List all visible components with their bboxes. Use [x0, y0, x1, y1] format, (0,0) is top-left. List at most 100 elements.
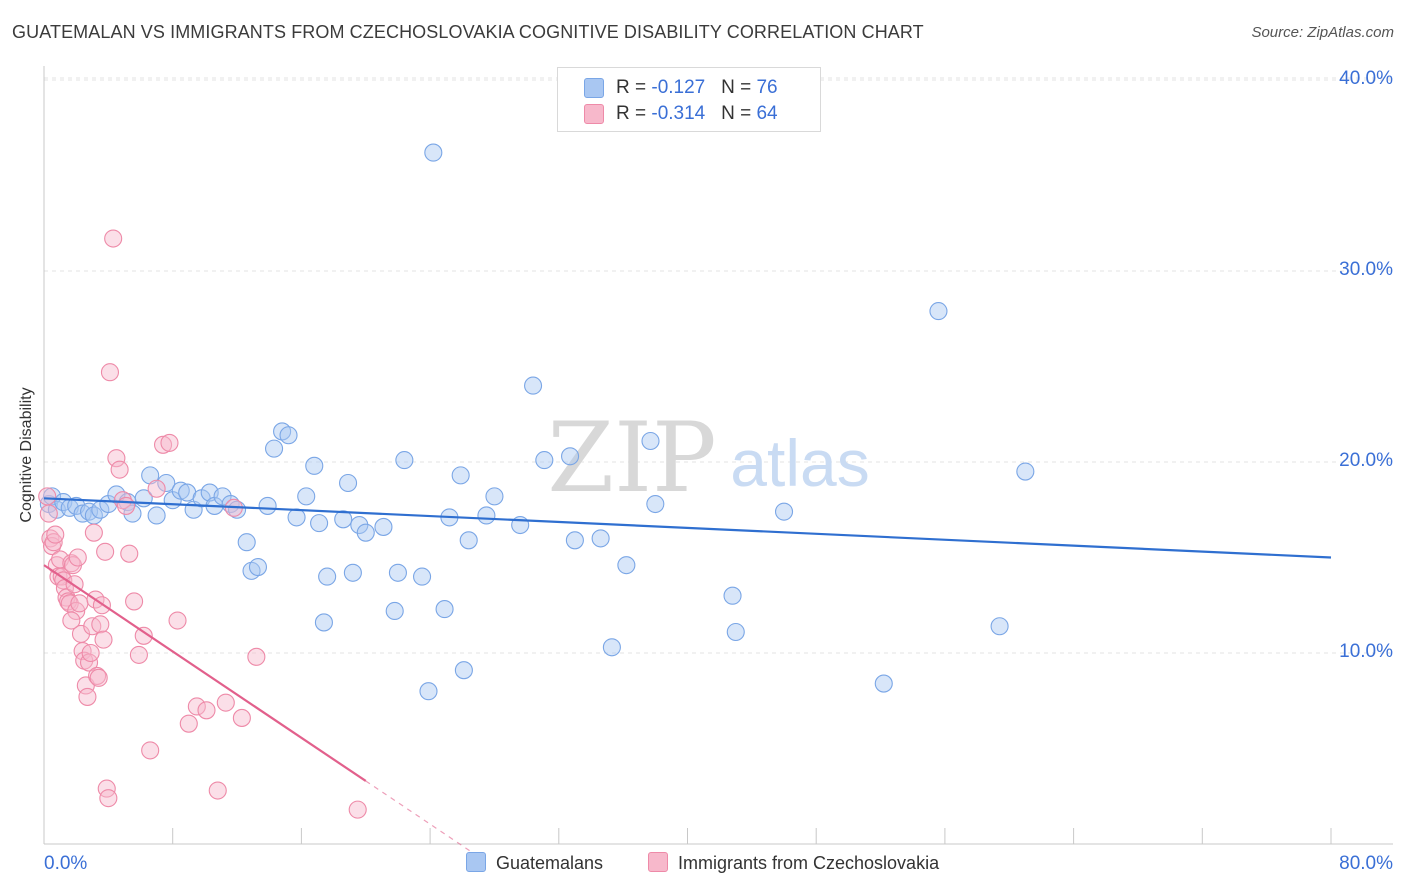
legend-n-value: 76 — [756, 77, 778, 98]
data-point — [561, 447, 580, 466]
trend-line-czechoslovakia-extension — [365, 780, 471, 852]
source-credit: Source: ZipAtlas.com — [1251, 24, 1394, 41]
x-tick-label: 80.0% — [1339, 853, 1393, 874]
data-point — [413, 567, 432, 586]
data-point — [237, 533, 256, 552]
data-point — [723, 586, 742, 605]
data-point — [265, 439, 284, 458]
data-point — [424, 143, 443, 162]
data-point — [459, 531, 478, 550]
data-point — [356, 523, 375, 542]
data-point — [94, 630, 113, 649]
legend-n-value: 64 — [756, 103, 778, 124]
y-tick-label: 20.0% — [1339, 450, 1393, 471]
bottom-legend-swatch — [466, 852, 486, 872]
data-point — [96, 542, 115, 561]
data-point — [62, 611, 81, 630]
data-point — [524, 376, 543, 395]
data-point — [113, 491, 132, 510]
watermark-zip: ZIP — [547, 402, 716, 514]
data-point — [343, 563, 362, 582]
data-point — [125, 592, 144, 611]
data-point — [197, 701, 216, 720]
bottom-legend-label: Guatemalans — [496, 853, 604, 873]
data-point — [929, 302, 948, 321]
data-point — [646, 494, 665, 514]
data-point — [451, 466, 470, 485]
data-point — [168, 611, 187, 630]
data-point — [91, 615, 110, 634]
data-point — [42, 487, 62, 506]
data-point — [774, 502, 794, 521]
data-point — [79, 653, 99, 672]
data-point — [110, 460, 129, 479]
data-point — [179, 714, 198, 733]
data-point — [100, 363, 120, 382]
data-point — [477, 506, 496, 525]
bottom-legend-czechoslovakia: Immigrants from Czechoslovakia — [648, 852, 939, 874]
y-axis-label: Cognitive Disability — [18, 387, 35, 523]
trend-line-czechoslovakia — [43, 564, 367, 782]
legend-r-label: R = — [616, 77, 652, 98]
data-point — [318, 567, 337, 586]
data-point — [339, 473, 358, 493]
data-point — [97, 779, 116, 798]
data-point — [73, 504, 92, 523]
data-point — [485, 487, 504, 506]
data-point — [70, 594, 89, 613]
data-point — [44, 533, 63, 552]
data-point — [129, 645, 148, 664]
tick-labels: 10.0% 20.0% 30.0% 40.0% 0.0% 80.0% — [44, 68, 1393, 874]
data-point — [334, 510, 353, 529]
data-point — [141, 741, 160, 760]
data-point — [388, 563, 407, 582]
legend-r-value: -0.127 — [651, 77, 706, 98]
data-point — [187, 697, 206, 716]
data-point — [435, 600, 454, 619]
data-point — [874, 674, 893, 693]
data-point — [39, 504, 58, 523]
bottom-legend-swatch — [648, 852, 668, 872]
data-point — [171, 481, 190, 500]
data-point — [279, 426, 298, 445]
data-point — [248, 557, 268, 577]
data-point — [104, 229, 123, 248]
data-point — [395, 451, 414, 470]
data-point — [147, 479, 166, 498]
data-point — [1016, 462, 1035, 481]
legend-swatch-guatemalans — [584, 78, 604, 98]
y-tick-label: 10.0% — [1339, 641, 1393, 662]
data-point — [385, 601, 404, 621]
data-point — [160, 433, 179, 452]
data-point — [617, 556, 636, 575]
data-point — [120, 544, 139, 563]
data-point — [535, 451, 554, 470]
series-czechoslovakia — [38, 229, 367, 819]
data-point — [46, 525, 65, 544]
series-guatemalans — [39, 143, 1035, 701]
data-point — [153, 435, 173, 454]
legend-r-label: R = — [616, 103, 652, 124]
legend-r-value: -0.314 — [651, 103, 706, 124]
data-point — [232, 708, 251, 727]
data-point — [641, 431, 660, 451]
x-tick-label: 0.0% — [44, 853, 87, 874]
data-point — [305, 456, 324, 475]
data-point — [726, 622, 745, 642]
data-point — [216, 693, 235, 712]
data-point — [565, 531, 584, 550]
data-point — [78, 687, 97, 706]
data-point — [99, 789, 118, 808]
data-point — [208, 781, 227, 800]
data-point — [314, 613, 333, 632]
data-point — [134, 626, 153, 645]
y-tick-label: 30.0% — [1339, 259, 1393, 280]
data-point — [297, 487, 316, 506]
data-point — [147, 506, 166, 525]
correlation-legend: R = -0.127 N = 76 R = -0.314 N = 64 — [557, 67, 821, 132]
data-point — [374, 517, 393, 536]
axes — [43, 66, 1393, 845]
data-point — [81, 643, 100, 663]
data-point — [247, 647, 266, 666]
